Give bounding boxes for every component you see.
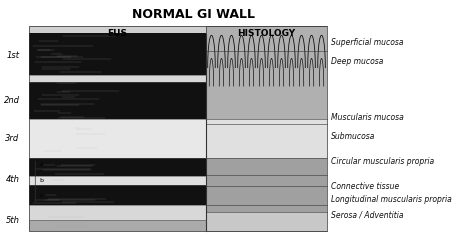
Text: EUS: EUS bbox=[108, 29, 128, 38]
Text: Submucosa: Submucosa bbox=[331, 132, 375, 141]
Bar bbox=[207, 212, 327, 231]
Text: HISTOLOGY: HISTOLOGY bbox=[237, 29, 296, 38]
Text: 1st: 1st bbox=[7, 51, 20, 60]
Bar bbox=[28, 176, 207, 185]
Text: 2nd: 2nd bbox=[4, 96, 20, 105]
Text: c: c bbox=[40, 193, 43, 198]
Text: NORMAL GI WALL: NORMAL GI WALL bbox=[132, 9, 255, 21]
Text: Connective tissue: Connective tissue bbox=[331, 182, 399, 191]
Bar bbox=[28, 33, 207, 75]
Text: Muscularis mucosa: Muscularis mucosa bbox=[331, 113, 404, 122]
Text: Longitudinal muscularis propria: Longitudinal muscularis propria bbox=[331, 195, 452, 204]
Text: Serosa / Adventitia: Serosa / Adventitia bbox=[331, 210, 403, 219]
Bar bbox=[28, 26, 207, 231]
Text: 5th: 5th bbox=[6, 216, 20, 225]
Text: 4th: 4th bbox=[6, 175, 20, 184]
Text: Superficial mucosa: Superficial mucosa bbox=[331, 38, 403, 47]
Text: Deep mucosa: Deep mucosa bbox=[331, 57, 383, 66]
Bar bbox=[207, 26, 327, 118]
Text: 3rd: 3rd bbox=[6, 134, 20, 143]
Bar bbox=[207, 118, 327, 158]
Bar bbox=[28, 158, 207, 176]
Bar bbox=[207, 26, 327, 231]
Bar bbox=[28, 26, 207, 33]
Text: Circular muscularis propria: Circular muscularis propria bbox=[331, 157, 434, 166]
Text: b: b bbox=[40, 178, 44, 183]
Bar bbox=[28, 205, 207, 220]
Bar bbox=[28, 82, 207, 118]
Bar bbox=[28, 118, 207, 158]
Bar bbox=[28, 75, 207, 82]
Text: a: a bbox=[40, 162, 44, 167]
Bar bbox=[207, 158, 327, 212]
Bar bbox=[28, 220, 207, 231]
Bar bbox=[28, 185, 207, 205]
